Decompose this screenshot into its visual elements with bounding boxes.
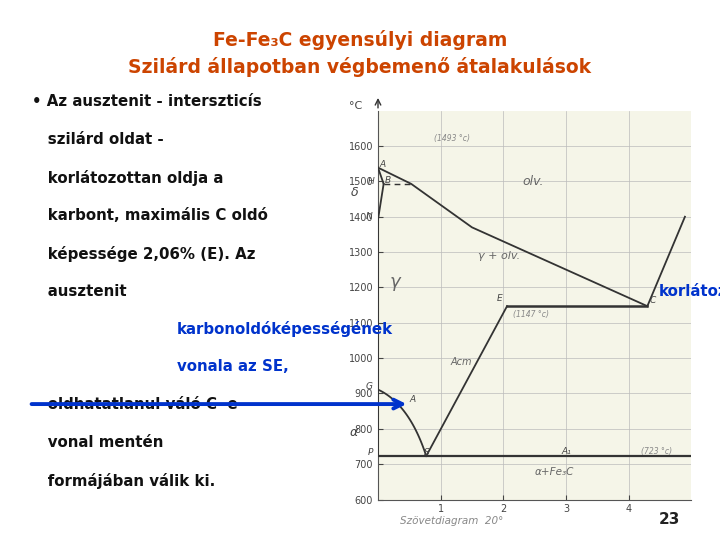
Text: A: A [410,395,415,404]
Text: korlátozott: korlátozott [659,284,720,299]
Text: 23: 23 [659,511,680,526]
Text: Szilárd állapotban végbemenő átalakulások: Szilárd állapotban végbemenő átalakuláso… [128,57,592,77]
Text: A: A [379,159,385,168]
Text: karbonoldóképességének: karbonoldóképességének [177,321,393,338]
Text: α+Fe₃C: α+Fe₃C [534,467,574,477]
Text: vonal mentén: vonal mentén [32,435,169,450]
Text: γ: γ [390,273,400,292]
Text: szilárd oldat -: szilárd oldat - [32,132,164,147]
Text: P: P [368,448,373,457]
Text: A₁: A₁ [561,447,571,456]
Text: Fe-Fe₃C egyensúlyi diagram: Fe-Fe₃C egyensúlyi diagram [213,30,507,50]
Text: karbont, maximális C oldó: karbont, maximális C oldó [32,208,269,223]
Text: (1493 °c): (1493 °c) [434,134,470,143]
Text: S: S [424,448,430,457]
Text: • Az ausztenit - interszticís: • Az ausztenit - interszticís [32,94,262,110]
Text: korlátozottan oldja a: korlátozottan oldja a [32,170,224,186]
Text: Szövetdiagram  20°: Szövetdiagram 20° [400,516,503,526]
Text: oldhatatlanul váló C  e: oldhatatlanul váló C e [32,397,238,412]
Text: (723 °c): (723 °c) [641,447,672,456]
Text: formájában válik ki.: formájában válik ki. [32,472,216,489]
Text: H: H [367,177,374,186]
Text: γ + olv.: γ + olv. [478,251,521,261]
Text: (1147 °c): (1147 °c) [513,310,549,319]
Text: N: N [366,212,373,220]
Text: olv.: olv. [522,175,544,188]
Text: C: C [650,295,656,305]
Text: δ: δ [351,186,358,199]
Text: °C: °C [349,100,363,111]
Text: E: E [496,294,502,303]
Text: G: G [366,382,373,391]
Text: ausztenit: ausztenit [32,284,132,299]
Text: α: α [350,426,359,439]
Text: képessége 2,06% (E). Az: képessége 2,06% (E). Az [32,246,256,262]
Text: B: B [384,176,390,185]
Text: vonala az SE,: vonala az SE, [177,359,289,374]
Text: Aᴄm: Aᴄm [450,357,472,367]
